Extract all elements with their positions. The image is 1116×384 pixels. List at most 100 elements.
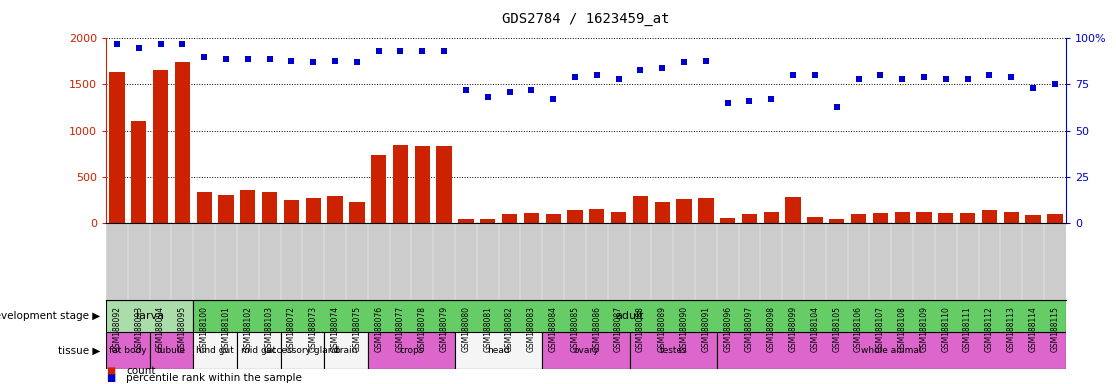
Bar — [327, 195, 343, 223]
Point — [609, 76, 627, 82]
Point — [696, 58, 714, 64]
Point — [785, 72, 802, 78]
Bar — [1003, 212, 1019, 223]
Bar — [786, 197, 801, 223]
Text: brain: brain — [335, 346, 357, 355]
Bar — [676, 199, 692, 223]
Text: larva: larva — [135, 311, 164, 321]
Point — [1002, 74, 1020, 80]
Text: percentile rank within the sample: percentile rank within the sample — [126, 373, 302, 383]
Point — [762, 96, 780, 102]
Text: testes: testes — [660, 346, 687, 355]
Text: ■: ■ — [106, 366, 115, 376]
Bar — [1047, 214, 1062, 223]
Text: adult: adult — [615, 311, 644, 321]
Bar — [895, 212, 910, 223]
Bar — [240, 190, 256, 223]
Bar — [283, 200, 299, 223]
Point — [936, 76, 954, 82]
Bar — [368, 332, 455, 369]
Bar — [455, 332, 542, 369]
Point — [893, 76, 911, 82]
Point — [239, 56, 257, 62]
Text: head: head — [488, 346, 510, 355]
Text: ■: ■ — [106, 373, 115, 383]
Point — [108, 41, 126, 47]
Point — [458, 87, 475, 93]
Point — [392, 48, 410, 55]
Bar — [196, 192, 212, 223]
Bar — [1026, 215, 1041, 223]
Point — [741, 98, 759, 104]
Text: fat body: fat body — [109, 346, 146, 355]
Point — [828, 104, 846, 110]
Point — [413, 48, 431, 55]
Point — [129, 45, 147, 51]
Bar — [720, 218, 735, 223]
Text: tubule: tubule — [157, 346, 186, 355]
Bar — [960, 213, 975, 223]
Bar — [415, 146, 430, 223]
Bar — [306, 198, 321, 223]
Point — [522, 87, 540, 93]
Point — [152, 41, 170, 47]
Text: GDS2784 / 1623459_at: GDS2784 / 1623459_at — [502, 12, 670, 25]
Bar — [982, 210, 997, 223]
Bar — [629, 332, 716, 369]
Point — [305, 59, 323, 65]
Bar — [916, 212, 932, 223]
Point — [348, 59, 366, 65]
Point — [545, 96, 562, 102]
Point — [588, 72, 606, 78]
Text: ovary: ovary — [574, 346, 598, 355]
Text: whole animal: whole animal — [862, 346, 922, 355]
Point — [675, 59, 693, 65]
Point — [849, 76, 867, 82]
Bar — [436, 146, 452, 223]
Bar — [873, 213, 888, 223]
Point — [981, 72, 999, 78]
Bar — [131, 121, 146, 223]
Point — [719, 100, 737, 106]
Bar — [237, 332, 280, 369]
Bar — [459, 219, 473, 223]
Bar — [610, 212, 626, 223]
Bar — [546, 214, 561, 223]
Bar — [633, 196, 648, 223]
Bar — [939, 213, 953, 223]
Bar — [393, 145, 408, 223]
Point — [501, 89, 519, 95]
Bar — [262, 192, 277, 223]
Text: hind gut: hind gut — [196, 346, 234, 355]
Bar — [716, 332, 1066, 369]
Bar — [324, 332, 368, 369]
Point — [959, 76, 976, 82]
Bar — [219, 195, 233, 223]
Bar — [523, 213, 539, 223]
Bar — [742, 214, 757, 223]
Bar — [763, 212, 779, 223]
Point — [326, 58, 344, 64]
Bar — [542, 332, 629, 369]
Point — [173, 41, 191, 47]
Point — [1024, 85, 1042, 91]
Bar — [807, 217, 822, 223]
Bar — [106, 300, 193, 332]
Point — [261, 56, 279, 62]
Point — [915, 74, 933, 80]
Point — [435, 48, 453, 55]
Point — [195, 54, 213, 60]
Text: accessory gland: accessory gland — [266, 346, 339, 355]
Point — [369, 48, 387, 55]
Point — [653, 65, 671, 71]
Bar — [480, 219, 496, 223]
Bar — [850, 214, 866, 223]
Bar — [150, 332, 193, 369]
Bar — [371, 155, 386, 223]
Point — [872, 72, 889, 78]
Bar — [106, 332, 150, 369]
Bar — [175, 62, 190, 223]
Bar — [280, 332, 324, 369]
Text: tissue ▶: tissue ▶ — [58, 345, 100, 356]
Text: crops: crops — [400, 346, 424, 355]
